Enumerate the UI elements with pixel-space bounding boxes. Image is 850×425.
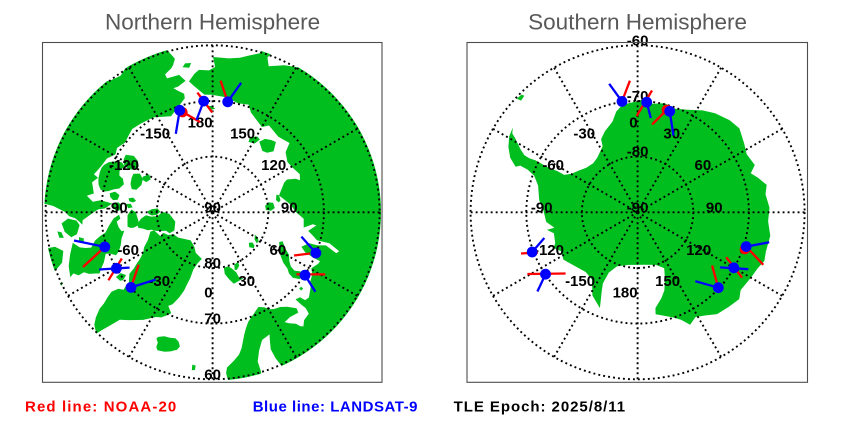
svg-text:-150: -150 <box>565 273 595 290</box>
svg-text:-150: -150 <box>140 126 170 143</box>
svg-text:-90: -90 <box>106 199 128 216</box>
svg-text:-30: -30 <box>148 273 170 290</box>
svg-text:150: 150 <box>230 126 255 143</box>
svg-text:120: 120 <box>261 157 286 174</box>
svg-text:Southern Hemisphere: Southern Hemisphere <box>528 10 747 35</box>
svg-text:-90: -90 <box>627 199 649 216</box>
svg-text:60: 60 <box>270 242 287 259</box>
svg-text:-30: -30 <box>573 126 595 143</box>
svg-text:70: 70 <box>204 311 221 328</box>
svg-text:-60: -60 <box>542 157 564 174</box>
svg-text:180: 180 <box>613 284 638 301</box>
svg-text:120: 120 <box>686 242 711 259</box>
svg-text:60: 60 <box>695 157 712 174</box>
svg-text:Blue line: LANDSAT-9: Blue line: LANDSAT-9 <box>253 399 418 416</box>
svg-text:-120: -120 <box>534 242 564 259</box>
svg-text:-80: -80 <box>627 144 649 161</box>
svg-text:30: 30 <box>663 126 680 143</box>
svg-text:TLE Epoch: 2025/8/11: TLE Epoch: 2025/8/11 <box>454 399 626 416</box>
svg-text:90: 90 <box>706 199 723 216</box>
svg-text:-60: -60 <box>117 242 139 259</box>
svg-text:80: 80 <box>204 255 221 272</box>
svg-text:150: 150 <box>655 273 680 290</box>
svg-text:90: 90 <box>204 199 221 216</box>
svg-text:Northern Hemisphere: Northern Hemisphere <box>105 10 320 35</box>
svg-text:Red line: NOAA-20: Red line: NOAA-20 <box>25 399 177 416</box>
svg-text:30: 30 <box>238 273 255 290</box>
svg-text:90: 90 <box>281 199 298 216</box>
svg-text:60: 60 <box>204 366 221 383</box>
svg-text:-120: -120 <box>109 157 139 174</box>
svg-text:-90: -90 <box>531 199 553 216</box>
svg-text:-60: -60 <box>627 32 649 49</box>
svg-text:0: 0 <box>204 284 212 301</box>
svg-text:0: 0 <box>629 114 637 131</box>
